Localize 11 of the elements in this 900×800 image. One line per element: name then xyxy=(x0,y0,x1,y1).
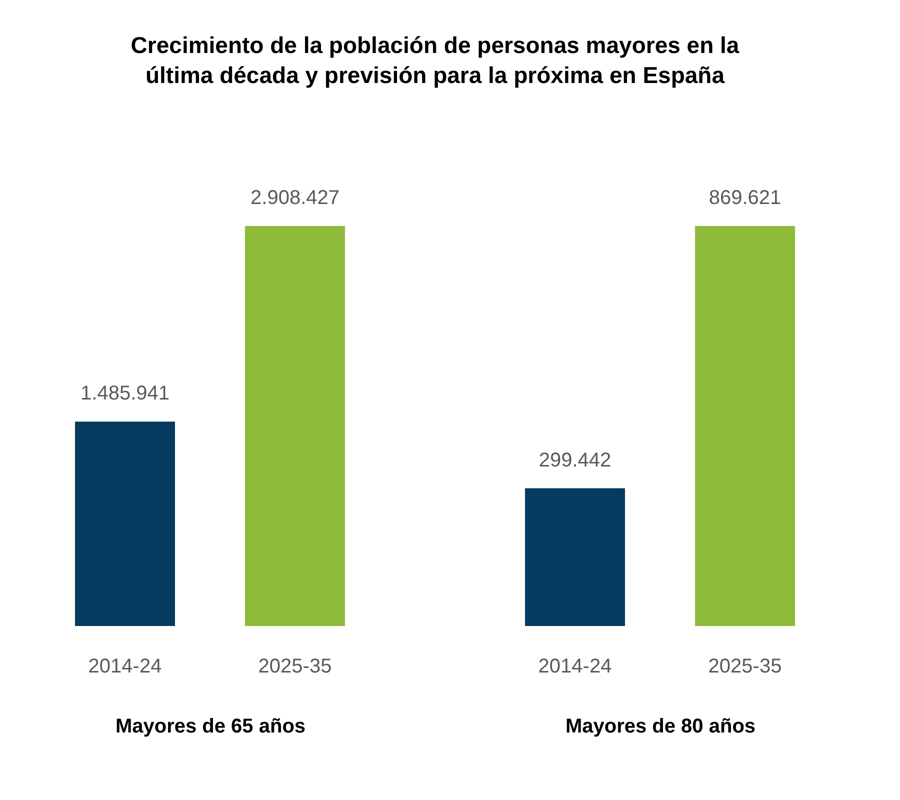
text: Crecimiento de la población de personas mayores en la última década y previsión para la próxima en España xyxy=(130,32,740,88)
x-axis-title: Mayores de 65 años xyxy=(115,716,306,738)
data-label: 299.442 xyxy=(538,449,612,472)
x-tick-label: 2014-24 xyxy=(538,656,612,678)
x-axis-title: Mayores de 80 años xyxy=(565,716,756,738)
data-label: 1.485.941 xyxy=(80,382,170,405)
data-label: 2.908.427 xyxy=(250,187,340,209)
x-tick-label: 2025-35 xyxy=(258,656,332,678)
data-label: 869.621 xyxy=(708,187,782,209)
x-tick-label: 2025-35 xyxy=(708,656,782,678)
x-tick-label: 2014-24 xyxy=(88,656,162,678)
